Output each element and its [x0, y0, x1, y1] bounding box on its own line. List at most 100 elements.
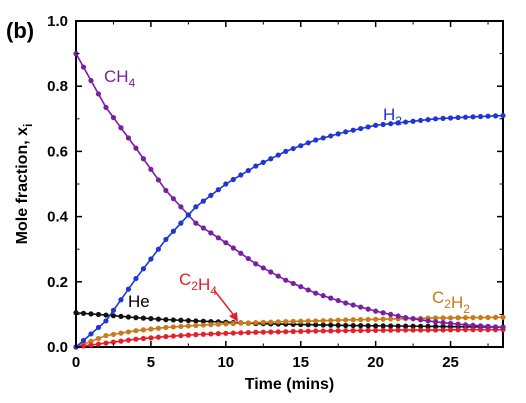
- data-point-c2h2: [432, 315, 439, 321]
- data-point-ch4: [283, 277, 289, 283]
- data-point-c2h4: [388, 327, 394, 333]
- data-point-c2h2: [500, 314, 506, 320]
- data-point-he: [148, 316, 154, 322]
- data-point-ch4: [253, 261, 259, 267]
- data-point-h2: [215, 187, 221, 193]
- data-point-c2h4: [410, 327, 416, 333]
- data-point-c2h2: [313, 318, 319, 324]
- data-point-h2: [268, 156, 274, 162]
- data-point-c2h4: [133, 336, 139, 342]
- data-point-h2: [410, 118, 416, 124]
- data-point-he: [80, 310, 87, 316]
- data-point-h2: [380, 121, 386, 128]
- data-point-c2h4: [103, 340, 109, 346]
- data-point-ch4: [358, 304, 364, 310]
- data-point-ch4: [193, 220, 199, 226]
- data-point-h2: [193, 204, 199, 210]
- data-point-ch4: [80, 64, 87, 70]
- data-point-ch4: [455, 321, 461, 327]
- data-point-c2h2: [200, 322, 206, 328]
- data-point-ch4: [238, 250, 244, 256]
- series-he: [73, 310, 506, 330]
- data-point-c2h2: [380, 316, 386, 322]
- data-point-ch4: [140, 156, 147, 162]
- ticks-layer: 0 5 10 15 20 25 0.0 0.2 0.4 0.6 0.8 1.0: [47, 13, 503, 371]
- series-line-c2h4: [75, 328, 503, 348]
- data-point-h2: [440, 115, 446, 121]
- data-point-he: [350, 322, 356, 329]
- data-point-h2: [238, 172, 244, 178]
- data-point-h2: [290, 145, 296, 152]
- data-point-h2: [343, 129, 349, 135]
- data-point-ch4: [170, 196, 176, 202]
- data-point-c2h2: [447, 315, 454, 321]
- data-point-c2h2: [275, 319, 281, 325]
- data-point-h2: [298, 143, 304, 149]
- data-point-c2h2: [373, 316, 379, 322]
- data-point-c2h4: [417, 327, 424, 333]
- data-point-h2: [417, 117, 424, 124]
- data-point-he: [140, 315, 147, 321]
- data-point-h2: [305, 140, 311, 146]
- data-point-h2: [395, 120, 401, 126]
- data-point-c2h4: [238, 330, 244, 336]
- data-point-c2h4: [80, 343, 87, 349]
- data-point-ch4: [298, 284, 304, 290]
- data-point-c2h4: [358, 327, 364, 334]
- data-point-c2h4: [140, 335, 147, 342]
- data-point-c2h2: [305, 318, 311, 324]
- data-point-he: [432, 323, 439, 330]
- data-point-h2: [80, 337, 87, 344]
- data-point-c2h2: [110, 331, 117, 337]
- data-point-c2h2: [88, 338, 94, 344]
- data-point-he: [133, 315, 139, 321]
- data-point-ch4: [328, 295, 334, 301]
- data-point-c2h4: [178, 332, 184, 339]
- data-point-ch4: [133, 145, 139, 151]
- series-line-h2: [75, 114, 504, 348]
- data-point-c2h2: [253, 319, 259, 326]
- data-point-c2h4: [193, 332, 199, 338]
- data-point-c2h4: [200, 331, 206, 337]
- data-point-c2h4: [425, 327, 431, 333]
- data-point-c2h2: [103, 332, 109, 339]
- data-point-c2h4: [350, 328, 356, 334]
- data-point-h2: [403, 119, 409, 125]
- data-point-c2h4: [477, 327, 484, 333]
- data-point-h2: [95, 324, 102, 331]
- data-point-c2h4: [148, 335, 154, 341]
- data-point-he: [155, 316, 162, 322]
- data-point-h2: [462, 114, 469, 120]
- data-point-c2h4: [395, 327, 401, 333]
- data-point-ch4: [275, 273, 281, 279]
- data-point-ch4: [103, 104, 109, 110]
- data-point-c2h4: [365, 327, 371, 334]
- data-point-c2h2: [335, 317, 341, 323]
- series-line-ch4: [75, 53, 504, 329]
- data-point-ch4: [118, 125, 124, 131]
- data-point-he: [380, 323, 386, 329]
- data-point-he: [373, 323, 379, 329]
- data-point-c2h4: [118, 338, 124, 344]
- data-point-ch4: [125, 135, 132, 141]
- y-tick-label: 0.6: [47, 143, 68, 160]
- data-point-c2h4: [403, 327, 409, 333]
- data-point-ch4: [305, 287, 311, 293]
- data-point-h2: [470, 114, 476, 120]
- data-point-he: [305, 322, 311, 328]
- data-point-h2: [208, 192, 214, 199]
- data-point-c2h4: [253, 329, 259, 335]
- series-label-c2h4: C2H4: [179, 270, 217, 298]
- data-point-h2: [118, 297, 124, 303]
- data-point-he: [417, 323, 424, 329]
- data-point-c2h2: [358, 317, 364, 323]
- data-point-ch4: [432, 319, 439, 325]
- series-c2h2: [73, 314, 506, 350]
- y-tick-label: 0.8: [47, 78, 68, 95]
- data-point-h2: [155, 246, 162, 252]
- data-point-ch4: [425, 318, 431, 324]
- data-point-ch4: [373, 308, 379, 314]
- data-point-ch4: [110, 114, 117, 121]
- data-point-h2: [447, 115, 454, 121]
- data-point-c2h4: [313, 328, 319, 334]
